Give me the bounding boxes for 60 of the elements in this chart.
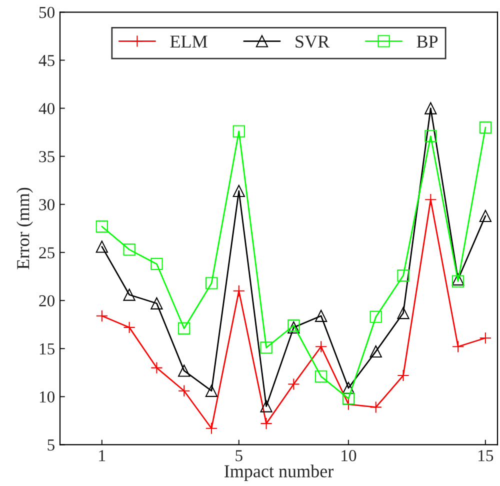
- point: [205, 384, 218, 397]
- x-tick-label: 10: [342, 450, 356, 462]
- legend-label: SVR: [296, 36, 330, 48]
- point: [424, 102, 437, 114]
- y-tick-label: 15: [40, 343, 54, 355]
- point: [342, 398, 355, 410]
- point: [424, 194, 437, 206]
- point: [479, 332, 492, 344]
- y-tick-label: 10: [40, 391, 55, 403]
- point: [424, 130, 437, 142]
- point: [315, 340, 328, 353]
- point: [315, 370, 328, 383]
- y-tick-label: 20: [39, 295, 55, 306]
- point: [370, 401, 382, 414]
- y-tick-label: 35: [39, 151, 54, 162]
- y-tick-label: 45: [38, 55, 54, 66]
- point: [479, 121, 492, 134]
- point: [232, 284, 245, 297]
- x-tick-label: 15: [478, 450, 494, 462]
- point: [96, 240, 108, 253]
- legend-label: ELM: [170, 36, 208, 48]
- point: [150, 258, 163, 270]
- point: [205, 422, 218, 434]
- point: [260, 400, 272, 412]
- y-axis-title: Error (mm): [16, 188, 33, 270]
- point: [370, 310, 382, 323]
- y-tick-label: 5: [48, 440, 54, 451]
- x-tick-label: 5: [236, 450, 242, 462]
- point: [397, 269, 410, 282]
- y-tick-label: 25: [39, 247, 54, 258]
- point: [150, 297, 163, 310]
- point: [370, 345, 382, 358]
- point: [123, 243, 136, 256]
- point: [260, 342, 272, 354]
- point: [288, 378, 300, 390]
- point: [96, 220, 108, 233]
- point: [123, 288, 136, 301]
- point: [150, 362, 163, 374]
- point: [260, 417, 272, 430]
- point: [342, 392, 355, 405]
- y-tick-label: 40: [38, 102, 55, 114]
- point: [205, 277, 218, 290]
- point: [452, 340, 464, 353]
- point: [397, 306, 410, 320]
- point: [232, 184, 245, 198]
- x-tick-label: 1: [99, 450, 106, 462]
- point: [178, 364, 190, 377]
- point: [479, 210, 492, 222]
- y-tick-label: 30: [39, 199, 55, 210]
- point: [397, 369, 410, 382]
- point: [123, 321, 136, 334]
- point: [342, 382, 355, 394]
- point: [232, 125, 245, 138]
- point: [178, 384, 190, 397]
- point: [96, 310, 108, 322]
- x-axis-title: Impact number: [224, 464, 334, 482]
- point: [315, 310, 328, 322]
- legend-label: BP: [416, 36, 438, 48]
- point: [178, 322, 190, 334]
- y-tick-label: 50: [39, 6, 55, 18]
